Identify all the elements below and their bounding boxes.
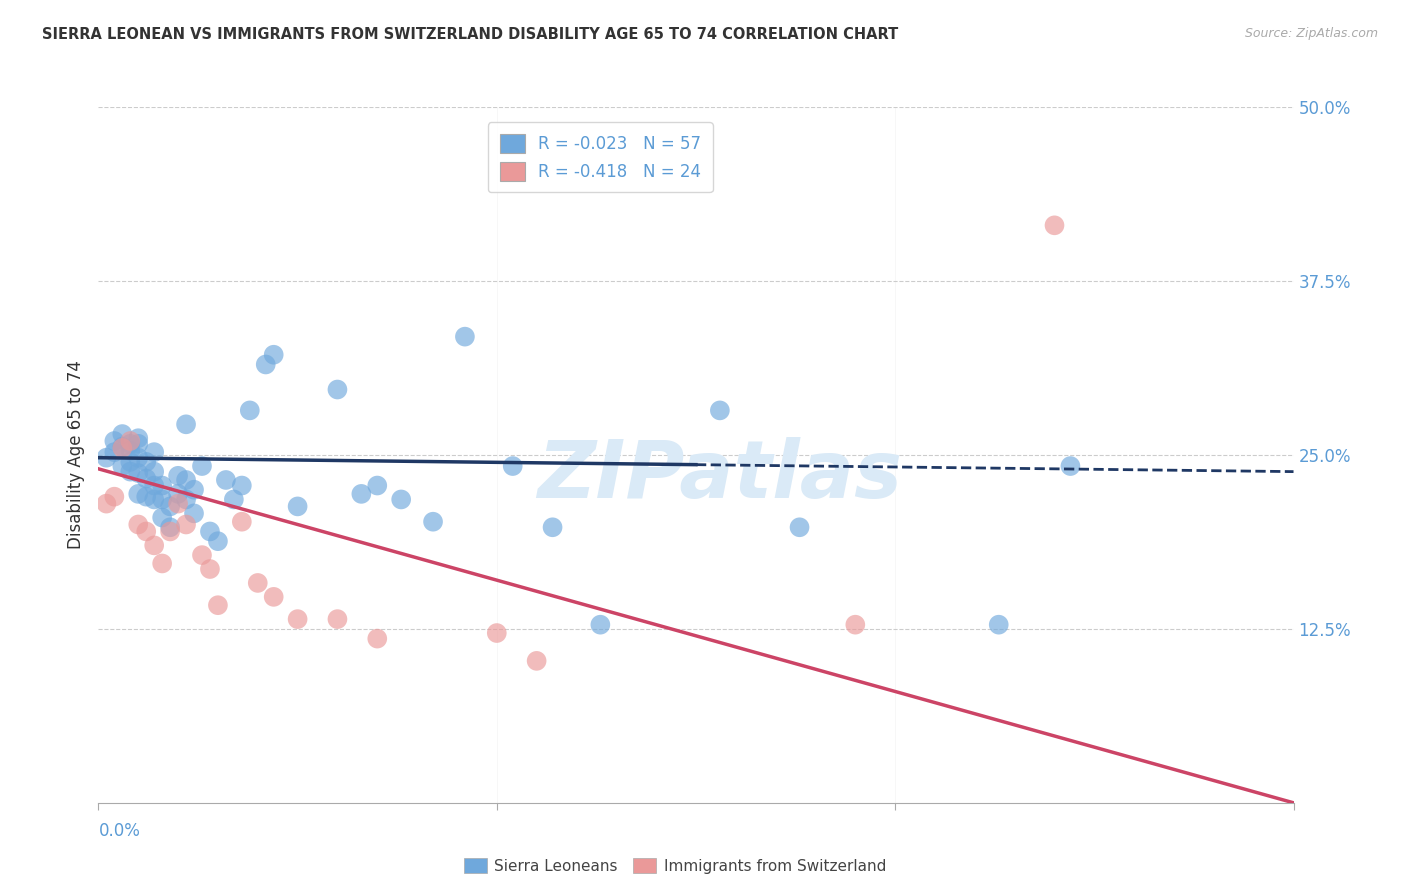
Point xyxy=(366,478,388,492)
Point xyxy=(159,500,181,514)
Point xyxy=(191,458,214,473)
Point xyxy=(103,434,125,448)
Point xyxy=(183,483,205,497)
Point xyxy=(485,626,508,640)
Point xyxy=(198,524,221,539)
Point xyxy=(127,450,149,465)
Point xyxy=(191,548,214,562)
Point xyxy=(589,617,612,632)
Point xyxy=(541,520,564,534)
Point xyxy=(231,515,253,529)
Point xyxy=(222,492,245,507)
Point xyxy=(1059,458,1081,473)
Point xyxy=(502,458,524,473)
Point xyxy=(120,437,142,451)
Point xyxy=(135,524,157,539)
Point xyxy=(127,431,149,445)
Point xyxy=(135,472,157,486)
Point xyxy=(111,440,134,454)
Point xyxy=(111,427,134,442)
Point xyxy=(143,478,166,492)
Point xyxy=(96,450,118,465)
Point xyxy=(103,445,125,459)
Point xyxy=(150,478,173,492)
Point xyxy=(150,510,173,524)
Point xyxy=(174,473,197,487)
Point xyxy=(111,458,134,473)
Point xyxy=(120,455,142,469)
Point xyxy=(183,507,205,521)
Point xyxy=(167,497,190,511)
Point xyxy=(159,520,181,534)
Point xyxy=(96,497,118,511)
Point xyxy=(246,576,269,591)
Point xyxy=(350,487,373,501)
Point xyxy=(326,383,349,397)
Point xyxy=(167,468,190,483)
Point xyxy=(143,538,166,552)
Point xyxy=(127,487,149,501)
Point xyxy=(987,617,1010,632)
Point xyxy=(263,348,285,362)
Text: 0.0%: 0.0% xyxy=(98,822,141,840)
Point xyxy=(366,632,388,646)
Point xyxy=(159,524,181,539)
Text: SIERRA LEONEAN VS IMMIGRANTS FROM SWITZERLAND DISABILITY AGE 65 TO 74 CORRELATIO: SIERRA LEONEAN VS IMMIGRANTS FROM SWITZE… xyxy=(42,27,898,42)
Point xyxy=(135,490,157,504)
Point xyxy=(150,492,173,507)
Point xyxy=(127,437,149,451)
Point xyxy=(143,465,166,479)
Point xyxy=(111,441,134,455)
Point xyxy=(239,403,262,417)
Point xyxy=(135,455,157,469)
Point xyxy=(215,473,238,487)
Point xyxy=(1043,219,1066,233)
Point xyxy=(326,612,349,626)
Point xyxy=(422,515,444,529)
Point xyxy=(120,434,142,448)
Point xyxy=(287,500,309,514)
Point xyxy=(526,654,548,668)
Point xyxy=(150,557,173,571)
Point xyxy=(174,517,197,532)
Point xyxy=(207,598,229,612)
Point xyxy=(174,417,197,432)
Point xyxy=(287,612,309,626)
Point xyxy=(254,358,277,372)
Point xyxy=(120,465,142,479)
Point xyxy=(120,443,142,458)
Point xyxy=(709,403,731,417)
Point xyxy=(207,534,229,549)
Point xyxy=(198,562,221,576)
Y-axis label: Disability Age 65 to 74: Disability Age 65 to 74 xyxy=(66,360,84,549)
Point xyxy=(231,478,253,492)
Point xyxy=(127,466,149,480)
Text: ZIPatlas: ZIPatlas xyxy=(537,437,903,515)
Point xyxy=(143,445,166,459)
Point xyxy=(174,492,197,507)
Point xyxy=(103,490,125,504)
Point xyxy=(167,487,190,501)
Point xyxy=(389,492,412,507)
Text: Source: ZipAtlas.com: Source: ZipAtlas.com xyxy=(1244,27,1378,40)
Legend: R = -0.023   N = 57, R = -0.418   N = 24: R = -0.023 N = 57, R = -0.418 N = 24 xyxy=(488,122,713,193)
Legend: Sierra Leoneans, Immigrants from Switzerland: Sierra Leoneans, Immigrants from Switzer… xyxy=(457,852,893,880)
Point xyxy=(454,329,477,343)
Point xyxy=(263,590,285,604)
Point xyxy=(143,492,166,507)
Point xyxy=(844,617,866,632)
Point xyxy=(789,520,811,534)
Point xyxy=(127,517,149,532)
